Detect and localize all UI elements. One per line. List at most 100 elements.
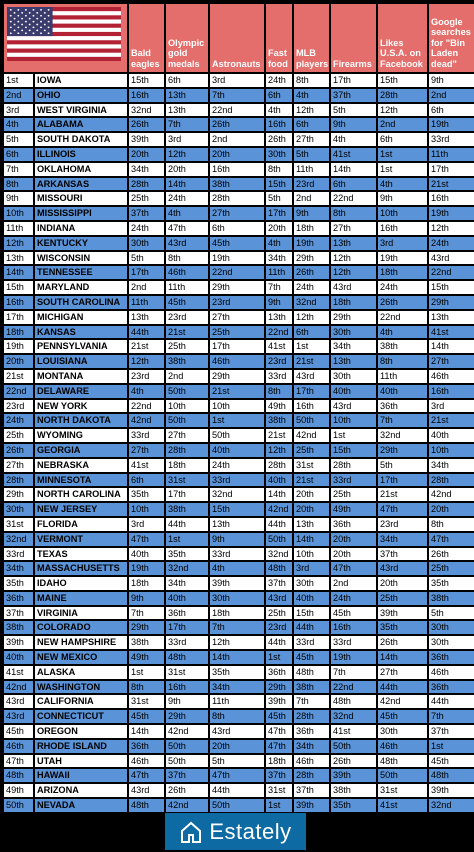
cell-rank: 31st xyxy=(4,517,33,531)
cell-bald-eagles: 16th xyxy=(129,88,164,102)
table-row: 20th LOUISIANA 12th 38th 46th 23rd 21st 13th 8th… xyxy=(4,355,474,368)
cell-facebook-likes: 31st xyxy=(378,784,427,798)
cell-facebook-likes: 48th xyxy=(378,754,427,768)
cell-mlb-players: 17th xyxy=(294,384,329,398)
cell-fast-food: 15th xyxy=(266,177,292,191)
cell-astronauts: 24th xyxy=(210,458,264,472)
table-row: 17th MICHIGAN 13th 23rd 27th 13th 12th 29th 22nd… xyxy=(4,310,474,324)
cell-mlb-players: 45th xyxy=(294,651,329,664)
cell-fast-food: 30th xyxy=(266,147,292,161)
cell-olympic-gold-medals: 10th xyxy=(166,399,208,413)
cell-bin-laden-searches: 8th xyxy=(429,517,474,531)
cell-fast-food: 13th xyxy=(266,310,292,324)
cell-facebook-likes: 15th xyxy=(378,74,427,87)
cell-firearms: 40th xyxy=(331,384,376,398)
cell-state: PENNSYLVANIA xyxy=(35,340,127,354)
cell-fast-food: 7th xyxy=(266,281,292,294)
cell-olympic-gold-medals: 42nd xyxy=(166,799,208,812)
cell-mlb-players: 6th xyxy=(294,325,329,339)
rankings-body: 1st IOWA 15th 6th 3rd 24th 8th 17th 15th 9th 2nd OH… xyxy=(4,74,474,812)
cell-rank: 43rd xyxy=(4,710,33,724)
cell-rank: 50th xyxy=(4,799,33,812)
cell-bald-eagles: 37th xyxy=(129,207,164,220)
cell-bin-laden-searches: 17th xyxy=(429,162,474,176)
cell-olympic-gold-medals: 42nd xyxy=(166,725,208,738)
cell-bin-laden-searches: 36th xyxy=(429,680,474,694)
cell-facebook-likes: 16th xyxy=(378,221,427,235)
table-row: 34th MASSACHUSETTS 19th 32nd 4th 48th 3rd 47th 4… xyxy=(4,562,474,576)
cell-rank: 27th xyxy=(4,458,33,472)
table-row: 49th ARIZONA 43rd 26th 44th 31st 37th 38th 31st 3… xyxy=(4,784,474,798)
cell-rank: 41st xyxy=(4,665,33,679)
cell-firearms: 15th xyxy=(331,443,376,457)
cell-bald-eagles: 17th xyxy=(129,266,164,280)
cell-astronauts: 27th xyxy=(210,207,264,220)
cell-firearms: 20th xyxy=(331,532,376,546)
cell-fast-food: 1st xyxy=(266,799,292,812)
cell-fast-food: 40th xyxy=(266,473,292,487)
cell-bin-laden-searches: 29th xyxy=(429,295,474,309)
cell-olympic-gold-medals: 1st xyxy=(166,532,208,546)
cell-olympic-gold-medals: 44th xyxy=(166,517,208,531)
cell-rank: 13th xyxy=(4,251,33,265)
cell-fast-food: 16th xyxy=(266,118,292,132)
cell-bin-laden-searches: 48th xyxy=(429,769,474,783)
cell-bin-laden-searches: 14th xyxy=(429,340,474,354)
cell-fast-food: 26th xyxy=(266,133,292,146)
cell-bald-eagles: 4th xyxy=(129,384,164,398)
cell-fast-food: 11th xyxy=(266,266,292,280)
cell-state: MONTANA xyxy=(35,369,127,383)
cell-bin-laden-searches: 47th xyxy=(429,532,474,546)
cell-olympic-gold-medals: 50th xyxy=(166,414,208,428)
cell-fast-food: 36th xyxy=(266,665,292,679)
cell-rank: 7th xyxy=(4,162,33,176)
cell-firearms: 29th xyxy=(331,310,376,324)
cell-bin-laden-searches: 39th xyxy=(429,784,474,798)
cell-astronauts: 39th xyxy=(210,577,264,590)
cell-rank: 25th xyxy=(4,429,33,442)
cell-bald-eagles: 12th xyxy=(129,355,164,368)
cell-firearms: 22nd xyxy=(331,192,376,206)
cell-state: WEST VIRGINIA xyxy=(35,103,127,117)
cell-facebook-likes: 2nd xyxy=(378,118,427,132)
cell-astronauts: 25th xyxy=(210,325,264,339)
cell-facebook-likes: 44th xyxy=(378,680,427,694)
cell-mlb-players: 36th xyxy=(294,725,329,738)
cell-state: GEORGIA xyxy=(35,443,127,457)
cell-state: MARYLAND xyxy=(35,281,127,294)
cell-fast-food: 18th xyxy=(266,754,292,768)
cell-state: NEW YORK xyxy=(35,399,127,413)
col-header-bin-laden-searches: Google searches for "Bin Laden dead" xyxy=(429,4,474,72)
cell-fast-food: 25th xyxy=(266,606,292,620)
cell-fast-food: 44th xyxy=(266,636,292,650)
cell-firearms: 39th xyxy=(331,769,376,783)
cell-olympic-gold-medals: 11th xyxy=(166,281,208,294)
cell-bin-laden-searches: 35th xyxy=(429,577,474,590)
cell-mlb-players: 8th xyxy=(294,74,329,87)
table-row: 27th NEBRASKA 41st 18th 24th 28th 31st 28th 5th 3… xyxy=(4,458,474,472)
cell-olympic-gold-medals: 7th xyxy=(166,118,208,132)
cell-firearms: 2nd xyxy=(331,577,376,590)
cell-firearms: 50th xyxy=(331,739,376,753)
cell-firearms: 4th xyxy=(331,133,376,146)
cell-bin-laden-searches: 25th xyxy=(429,562,474,576)
table-row: 4th ALABAMA 26th 7th 26th 16th 6th 9th 2nd 19th xyxy=(4,118,474,132)
cell-firearms: 6th xyxy=(331,177,376,191)
col-header-bald-eagles: Bald eagles xyxy=(129,4,164,72)
cell-astronauts: 46th xyxy=(210,355,264,368)
cell-fast-food: 43rd xyxy=(266,591,292,605)
cell-bald-eagles: 47th xyxy=(129,532,164,546)
cell-facebook-likes: 1st xyxy=(378,162,427,176)
cell-rank: 21st xyxy=(4,369,33,383)
cell-facebook-likes: 7th xyxy=(378,414,427,428)
cell-firearms: 36th xyxy=(331,517,376,531)
cell-bald-eagles: 49th xyxy=(129,651,164,664)
cell-bin-laden-searches: 34th xyxy=(429,458,474,472)
cell-astronauts: 12th xyxy=(210,636,264,650)
cell-firearms: 32nd xyxy=(331,710,376,724)
cell-olympic-gold-medals: 12th xyxy=(166,147,208,161)
cell-facebook-likes: 50th xyxy=(378,769,427,783)
cell-fast-food: 37th xyxy=(266,577,292,590)
cell-state: KENTUCKY xyxy=(35,236,127,250)
